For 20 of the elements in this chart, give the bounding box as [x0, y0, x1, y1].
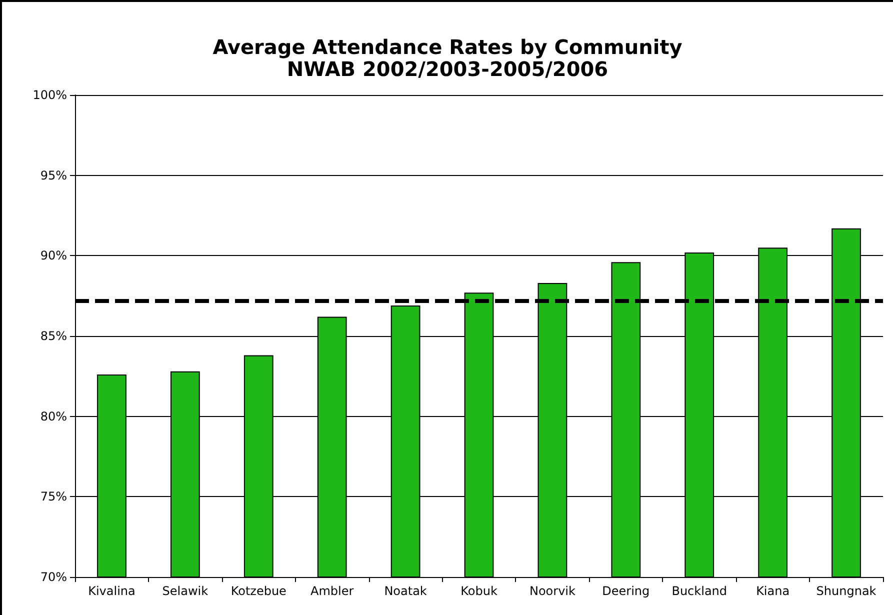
y-tick-label: 95% [40, 168, 67, 182]
chart-subtitle: NWAB 2002/2003-2005/2006 [286, 57, 608, 81]
y-tick-label: 75% [40, 490, 67, 504]
y-tick-label: 100% [32, 88, 67, 102]
y-tick-label: 85% [40, 329, 67, 343]
y-tick-label: 80% [40, 409, 67, 424]
x-tick-label: Ambler [310, 584, 354, 598]
y-tick-label: 70% [40, 570, 67, 584]
chart-title: Average Attendance Rates by Community [212, 35, 682, 59]
x-tick-label: Buckland [672, 584, 728, 598]
x-tick-label: Noatak [384, 584, 427, 598]
x-tick-label: Kobuk [460, 584, 498, 598]
x-tick-label: Deering [602, 584, 650, 598]
x-tick-label: Noorvik [529, 584, 576, 598]
x-tick-label: Selawik [162, 584, 208, 598]
x-tick-label: Kivalina [88, 584, 136, 598]
x-tick-label: Shungnak [816, 584, 876, 598]
y-tick-label: 90% [40, 248, 67, 263]
x-tick-label: Kiana [756, 584, 790, 598]
x-tick-label: Kotzebue [230, 584, 286, 598]
